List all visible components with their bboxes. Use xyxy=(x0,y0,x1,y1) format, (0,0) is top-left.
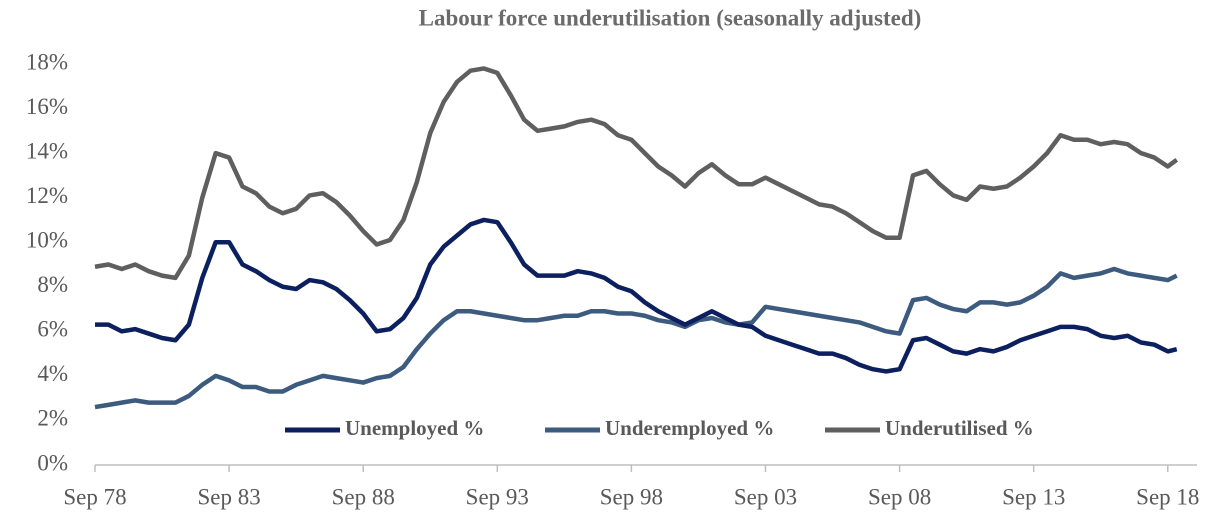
legend-label: Underutilised % xyxy=(885,416,1034,440)
y-tick-label: 4% xyxy=(37,361,68,386)
x-tick-label: Sep 98 xyxy=(600,484,663,509)
x-tick-label: Sep 03 xyxy=(734,484,797,509)
x-tick-label: Sep 18 xyxy=(1136,484,1199,509)
x-tick-label: Sep 13 xyxy=(1002,484,1065,509)
chart-title: Labour force underutilisation (seasonall… xyxy=(419,5,922,30)
y-tick-label: 8% xyxy=(37,272,68,297)
legend-label: Underemployed % xyxy=(605,416,774,440)
y-tick-label: 0% xyxy=(37,450,68,475)
y-tick-label: 18% xyxy=(26,49,68,74)
x-tick-label: Sep 93 xyxy=(466,484,529,509)
x-tick-label: Sep 08 xyxy=(868,484,931,509)
y-tick-label: 12% xyxy=(26,183,68,208)
y-tick-label: 2% xyxy=(37,406,68,431)
x-tick-label: Sep 88 xyxy=(332,484,395,509)
legend-label: Unemployed % xyxy=(345,416,484,440)
x-tick-label: Sep 83 xyxy=(197,484,260,509)
series-line xyxy=(94,266,1178,410)
series-line xyxy=(95,217,1178,374)
y-tick-label: 10% xyxy=(26,228,68,253)
y-tick-label: 6% xyxy=(37,317,68,342)
y-tick-label: 14% xyxy=(26,138,68,163)
x-tick-label: Sep 78 xyxy=(63,484,126,509)
y-tick-label: 16% xyxy=(26,94,68,119)
series-line xyxy=(94,66,1179,281)
